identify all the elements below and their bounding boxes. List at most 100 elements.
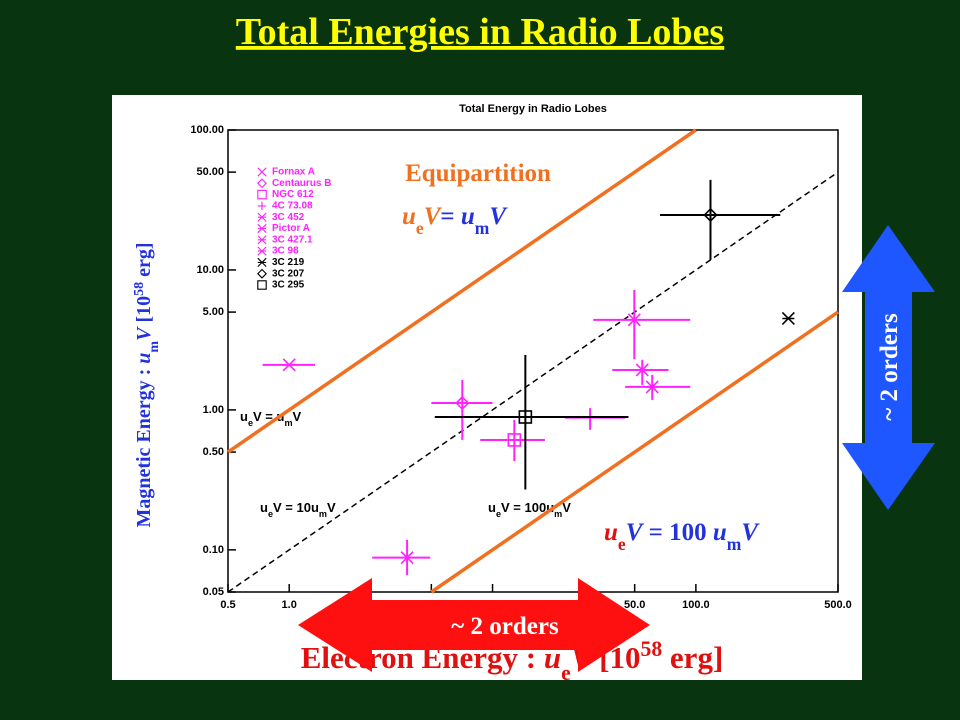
reference-label-part: u (488, 500, 496, 515)
equality-label: ueV= umV (402, 203, 508, 238)
reference-label-part: u (260, 500, 268, 515)
reference-label-part: V (327, 500, 336, 515)
legend-label: 4C 73.08 (272, 201, 313, 212)
y-tick-label: 5.00 (203, 306, 224, 318)
reference-label-part: V (293, 409, 302, 424)
x-axis-label-part: e (561, 661, 571, 685)
y-tick-label: 0.05 (203, 586, 224, 598)
vertical-arrow-label: ~ 2 orders (876, 313, 903, 421)
chart-panel (112, 95, 862, 680)
legend-marker (257, 201, 267, 211)
reference-label-part: m (284, 418, 292, 428)
legend-marker (257, 223, 267, 234)
x-tick-label: 50.0 (624, 599, 645, 611)
y-axis-label-part: m (147, 341, 162, 353)
reference-label-part: m (319, 509, 327, 519)
hundred-label: ueV = 100 umV (604, 519, 760, 554)
reference-label-part: e (268, 509, 273, 519)
horizontal-arrow (298, 578, 650, 672)
legend-marker (257, 167, 267, 177)
legend-label: Pictor A (272, 223, 310, 234)
y-axis-label-part: Magnetic Energy : (133, 364, 155, 528)
data-point (507, 433, 522, 447)
y-tick-label: 10.00 (196, 264, 224, 276)
data-point (455, 395, 470, 411)
equality-label-part: u (402, 203, 416, 230)
legend-label: 3C 452 (272, 212, 305, 223)
reference-label-part: m (554, 509, 562, 519)
hundred-label-part: e (618, 534, 626, 554)
legend-label: 3C 207 (272, 268, 305, 279)
y-axis-label-part: [10 (133, 296, 155, 328)
data-point (627, 313, 641, 327)
hundred-label-part: u (713, 519, 727, 546)
legend-marker (257, 212, 267, 222)
vertical-arrow (842, 225, 935, 510)
y-tick-label: 0.50 (203, 446, 224, 458)
data-point (400, 551, 414, 565)
legend-marker (257, 178, 267, 189)
legend-marker (257, 189, 267, 200)
legend-label: 3C 295 (272, 280, 305, 291)
x-tick-label: 500.0 (824, 599, 852, 611)
equality-label-part: e (416, 218, 424, 238)
data-point (645, 380, 659, 394)
plot-frame (227, 129, 839, 593)
hundred-label-part: V (626, 519, 645, 546)
slide-title: Total Energies in Radio Lobes (236, 11, 724, 53)
legend-label: Centaurus B (272, 178, 331, 189)
y-axis-label-part: V (133, 326, 155, 341)
equality-label-part: u (461, 203, 475, 230)
y-axis-label-part: erg] (133, 242, 155, 281)
y-axis-label-part: u (133, 353, 155, 364)
reference-label-part: e (248, 418, 253, 428)
data-point (781, 311, 795, 326)
x-axis-label-part: 58 (640, 637, 662, 661)
x-tick-label: 100.0 (682, 599, 710, 611)
legend-marker (257, 257, 267, 267)
legend-label: 3C 427.1 (272, 234, 313, 245)
equality-label-part: = (440, 203, 461, 230)
y-axis-label-part: 58 (132, 282, 147, 296)
equality-label-part: m (475, 218, 490, 238)
reference-label-part: u (240, 409, 248, 424)
hundred-label-part: u (604, 519, 618, 546)
legend-label: NGC 612 (272, 189, 314, 200)
hundred-label-part: V (741, 519, 760, 546)
highlight-line (430, 310, 839, 594)
hundred-label-part: m (727, 534, 742, 554)
reference-label: ueV = 100umV (488, 500, 571, 519)
equipartition-label: Equipartition (405, 160, 551, 187)
legend-label: Fornax A (272, 167, 315, 178)
data-point (703, 207, 718, 223)
y-axis-label: Magnetic Energy : umV [1058 erg] (132, 242, 162, 527)
legend-marker (257, 246, 267, 256)
x-tick-label: 0.5 (220, 599, 235, 611)
hundred-label-part: = 100 (642, 519, 713, 546)
legend-label: 3C 219 (272, 257, 305, 268)
legend-label: 3C 98 (272, 246, 299, 257)
reference-line (227, 171, 839, 593)
data-point (635, 363, 649, 377)
x-axis-label-part: erg] (662, 640, 723, 675)
legend-marker (257, 280, 267, 290)
legend-marker (257, 268, 267, 279)
reference-label-part: V (562, 500, 571, 515)
reference-label-part: e (496, 509, 501, 519)
reference-label-part: V = 10u (273, 500, 319, 515)
highlight-line (227, 128, 697, 454)
y-tick-label: 50.00 (196, 166, 224, 178)
y-tick-label: 100.00 (190, 124, 224, 136)
chart-title: Total Energy in Radio Lobes (459, 103, 607, 115)
y-tick-label: 0.10 (203, 544, 224, 556)
reference-label-part: V = 100u (501, 500, 554, 515)
equality-label-part: V (489, 203, 508, 230)
data-point (518, 410, 533, 424)
x-tick-label: 1.0 (282, 599, 297, 611)
reference-label: ueV = 10umV (260, 500, 336, 519)
legend-marker (257, 235, 267, 245)
y-tick-label: 1.00 (203, 404, 224, 416)
equality-label-part: V (424, 203, 443, 230)
